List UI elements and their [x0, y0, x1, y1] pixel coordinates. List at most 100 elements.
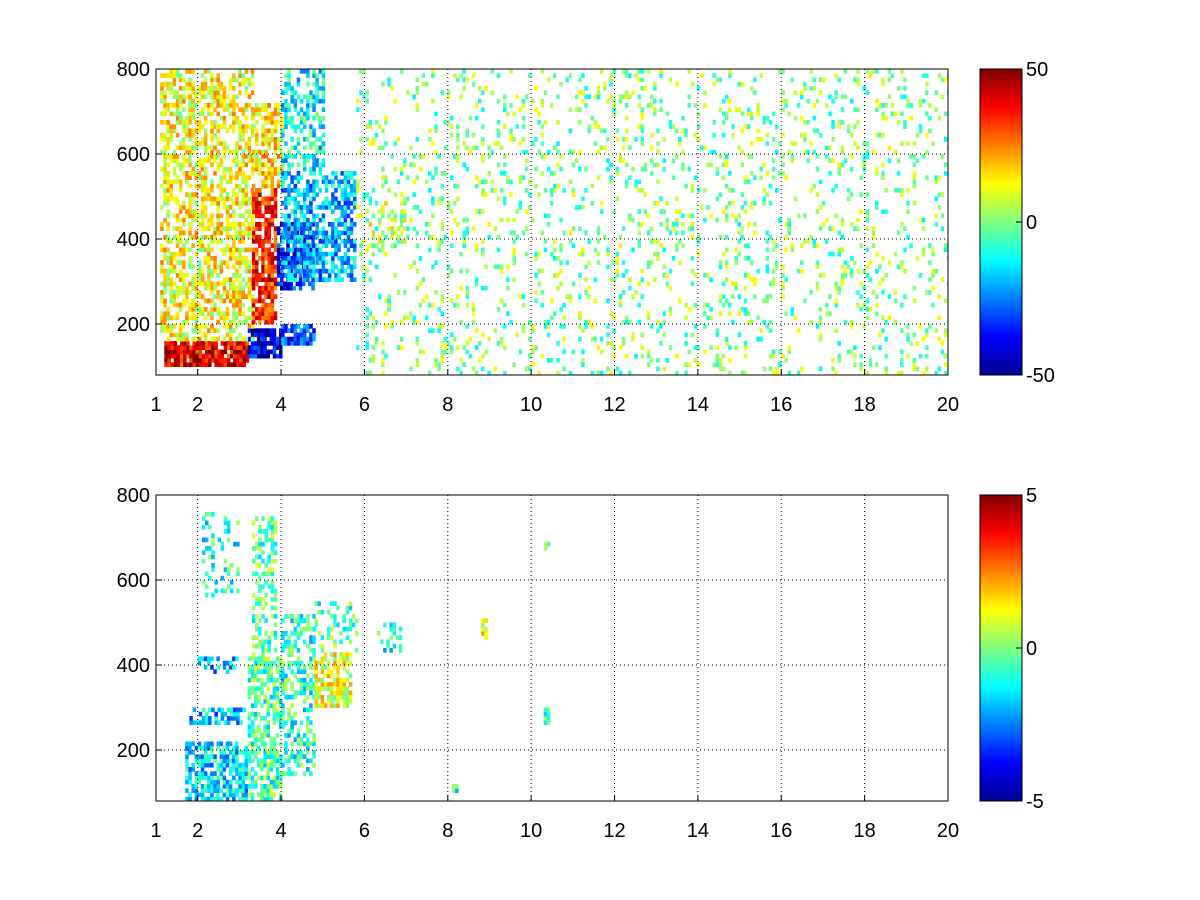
heatmap-cell: [263, 775, 267, 781]
heatmap-cell: [784, 247, 788, 253]
heatmap-cell: [746, 154, 751, 159]
heatmap-cell: [659, 107, 663, 112]
heatmap-cell: [574, 107, 579, 112]
heatmap-cell: [188, 115, 192, 121]
heatmap-cell: [587, 260, 591, 265]
heatmap-cell: [925, 132, 929, 138]
heatmap-cell: [718, 234, 723, 240]
heatmap-cell: [456, 183, 460, 189]
heatmap-cell: [339, 677, 343, 683]
heatmap-cell: [290, 94, 294, 100]
heatmap-cell: [244, 200, 249, 206]
heatmap-cell: [216, 162, 220, 168]
heatmap-cell: [549, 358, 554, 363]
heatmap-cell: [406, 90, 410, 95]
heatmap-cell: [562, 324, 566, 329]
heatmap-cell: [725, 205, 729, 210]
heatmap-cell: [258, 209, 262, 214]
heatmap-cell: [172, 154, 177, 159]
x-tick-label: 18: [854, 394, 876, 416]
heatmap-cell: [225, 166, 230, 172]
heatmap-cell: [399, 217, 404, 223]
heatmap-cell: [348, 639, 353, 645]
heatmap-cell: [197, 273, 202, 278]
heatmap-cell: [490, 179, 494, 185]
heatmap-cell: [393, 230, 398, 236]
heatmap-cell: [465, 217, 469, 223]
axes-frame-top: [155, 68, 949, 376]
heatmap-cell: [194, 302, 199, 308]
heatmap-cell: [200, 94, 205, 100]
heatmap-cell: [298, 226, 303, 231]
heatmap-cell: [746, 243, 751, 248]
heatmap-cell: [534, 137, 538, 142]
heatmap-cell: [200, 324, 205, 329]
heatmap-cell: [593, 124, 598, 129]
heatmap-cell: [331, 196, 335, 202]
heatmap-cell: [471, 145, 476, 151]
heatmap-cell: [194, 796, 199, 801]
heatmap-cell: [188, 205, 192, 210]
heatmap-cell: [940, 277, 945, 282]
heatmap-cell: [568, 230, 573, 236]
heatmap-cell: [321, 268, 326, 274]
heatmap-cell: [768, 366, 773, 372]
heatmap-cell: [216, 196, 220, 202]
heatmap-cell: [437, 154, 441, 159]
heatmap-cell: [856, 302, 860, 308]
heatmap-cell: [302, 699, 307, 704]
heatmap-cell: [381, 175, 385, 180]
heatmap-cell: [406, 175, 410, 180]
heatmap-cell: [188, 132, 192, 138]
heatmap-cell: [213, 124, 217, 129]
heatmap-cell: [771, 281, 776, 287]
heatmap-cell: [865, 226, 870, 231]
heatmap-cell: [318, 98, 323, 104]
heatmap-cell: [166, 171, 170, 176]
heatmap-cell: [387, 302, 391, 308]
heatmap-cell: [503, 324, 507, 329]
heatmap-cell: [821, 77, 826, 83]
heatmap-cell: [900, 111, 904, 117]
heatmap-cell: [258, 319, 262, 325]
heatmap-cell: [318, 149, 323, 155]
heatmap-cell: [276, 166, 281, 172]
heatmap-cell: [840, 162, 845, 168]
heatmap-cell: [362, 196, 366, 202]
heatmap-cell: [194, 294, 199, 299]
heatmap-cell: [200, 213, 205, 219]
heatmap-cell: [283, 281, 287, 287]
heatmap-cell: [484, 86, 488, 91]
heatmap-cell: [309, 728, 313, 734]
heatmap-cell: [266, 665, 270, 670]
heatmap-cell: [197, 239, 202, 244]
heatmap-cell: [290, 277, 294, 282]
heatmap-cell: [160, 315, 164, 321]
heatmap-cell: [244, 256, 249, 261]
heatmap-cell: [553, 311, 557, 316]
heatmap-cell: [260, 690, 264, 696]
heatmap-cell: [276, 171, 281, 176]
heatmap-cell: [843, 94, 848, 100]
heatmap-cell: [499, 336, 504, 342]
heatmap-cell: [203, 745, 208, 751]
heatmap-cell: [743, 243, 748, 248]
heatmap-cell: [299, 750, 304, 755]
heatmap-cell: [546, 166, 551, 172]
heatmap-cell: [646, 213, 651, 219]
heatmap-cell: [287, 336, 291, 342]
heatmap-cell: [263, 758, 267, 764]
heatmap-cell: [270, 213, 275, 219]
heatmap-cell: [284, 643, 288, 649]
heatmap-cell: [279, 332, 283, 338]
heatmap-cell: [194, 141, 199, 146]
heatmap-cell: [264, 302, 268, 308]
heatmap-cell: [273, 158, 278, 163]
heatmap-cell: [815, 209, 820, 214]
heatmap-cell: [578, 336, 582, 342]
heatmap-cell: [637, 230, 641, 236]
heatmap-cell: [257, 677, 261, 683]
heatmap-cell: [381, 341, 385, 346]
heatmap-cell: [343, 239, 348, 244]
heatmap-cell: [169, 328, 173, 333]
